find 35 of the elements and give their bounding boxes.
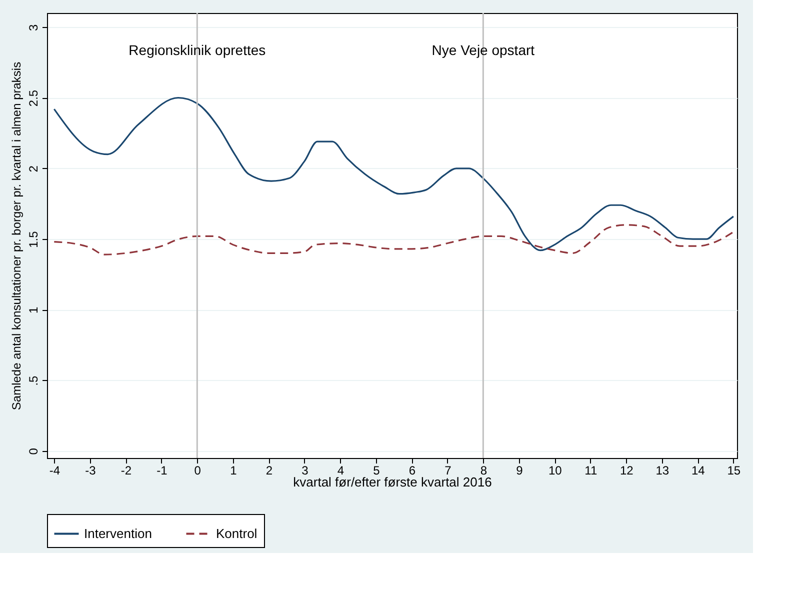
x-tick-label: 8 [480, 464, 488, 478]
x-tick-label: 11 [584, 464, 598, 478]
legend-label: Kontrol [216, 526, 258, 541]
x-tick-label: 13 [656, 464, 670, 478]
y-axis-title: Samlede antal konsultationer pr. borger pr. kvartal i almen praksis [10, 62, 24, 410]
y-tick-label: 1.5 [26, 230, 40, 248]
x-tick-label: 4 [337, 464, 344, 478]
x-tick-label: 3 [302, 464, 309, 478]
x-tick-label: 0 [194, 464, 202, 478]
x-tick-label: 10 [548, 464, 562, 478]
x-tick-label: 9 [516, 464, 524, 478]
x-tick-label: 14 [691, 464, 706, 478]
legend-label: Intervention [84, 526, 152, 541]
y-tick-label: 1 [26, 306, 40, 314]
y-tick-label: .5 [26, 375, 40, 386]
y-tick-label: 0 [26, 448, 40, 455]
ref-line-label: Nye Veje opstart [432, 42, 535, 58]
x-tick-label: 5 [373, 464, 380, 478]
y-tick-label: 2 [26, 165, 40, 172]
x-tick-label: 1 [230, 464, 238, 478]
ref-line-label: Regionsklinik oprettes [128, 42, 266, 58]
x-tick-label: 7 [444, 464, 452, 478]
x-tick-label: 12 [620, 464, 634, 478]
x-tick-label: -4 [49, 464, 60, 478]
x-tick-label: 15 [727, 464, 741, 478]
x-tick-label: -3 [85, 464, 96, 478]
x-tick-label: 2 [266, 464, 273, 478]
x-tick-label: 6 [408, 464, 416, 478]
y-tick-label: 3 [26, 24, 40, 31]
y-tick-label: 2.5 [26, 90, 40, 107]
line-series [53, 224, 734, 256]
x-tick-label: -2 [120, 464, 132, 478]
line-series [53, 96, 734, 252]
x-tick-label: -1 [156, 464, 168, 478]
x-axis-title: kvartal før/efter første kvartal 2016 [293, 474, 492, 490]
